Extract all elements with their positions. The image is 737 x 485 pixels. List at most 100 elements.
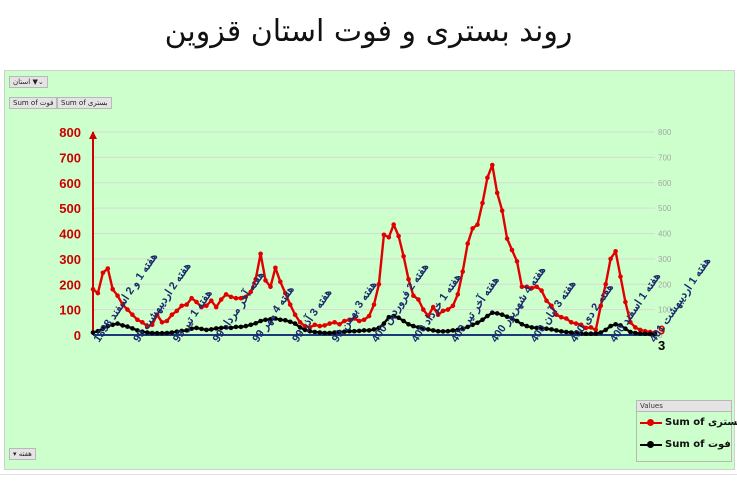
data-point-fowt [100, 326, 106, 331]
data-point-bastari [613, 249, 618, 254]
week-axis-button[interactable]: ▾ هفته [9, 448, 36, 460]
data-point-bastari [499, 208, 505, 213]
data-point-fowt [149, 330, 155, 336]
data-point-fowt [371, 327, 377, 332]
data-point-fowt [539, 325, 544, 331]
data-point-fowt [184, 328, 189, 333]
data-point-fowt [628, 329, 633, 335]
data-point-bastari [159, 320, 165, 325]
legend-label-bastari: Sum of بستری [665, 417, 737, 428]
legend-header: Values [637, 401, 731, 412]
province-filter-button[interactable]: استان ▼⌄ [9, 76, 48, 88]
data-point-fowt [490, 310, 495, 315]
data-point-fowt [642, 331, 648, 337]
y-right-tick-label: 700 [658, 153, 672, 162]
data-point-bastari [425, 313, 431, 319]
y-right-tick-label: 600 [658, 179, 672, 188]
data-point-bastari [100, 270, 106, 276]
data-point-fowt [647, 331, 653, 337]
data-point-fowt [637, 331, 643, 336]
data-point-fowt [110, 322, 115, 328]
data-point-fowt [480, 317, 485, 323]
y-right-tick-label: 500 [658, 204, 672, 213]
data-point-bastari [411, 293, 416, 298]
data-point-bastari [105, 266, 111, 271]
data-point-fowt [243, 323, 249, 329]
data-point-bastari [416, 297, 421, 302]
y-left-axis-arrow [89, 131, 97, 139]
data-point-bastari [445, 307, 451, 312]
legend-marker-bastari [647, 419, 654, 426]
data-point-bastari [598, 303, 604, 309]
data-point-bastari [401, 254, 406, 259]
data-point-fowt [292, 321, 298, 326]
data-point-bastari [243, 294, 249, 300]
data-point-fowt [435, 328, 441, 334]
data-point-bastari [470, 226, 475, 231]
data-point-fowt [115, 321, 120, 326]
data-point-bastari [154, 312, 160, 317]
data-point-bastari [199, 304, 204, 310]
filter-label: استان [13, 78, 31, 86]
data-point-bastari [430, 304, 436, 310]
data-point-fowt [164, 330, 170, 336]
data-point-bastari [194, 299, 199, 305]
data-point-fowt [268, 317, 273, 322]
data-point-bastari [140, 320, 145, 325]
data-point-fowt [238, 324, 244, 330]
data-point-fowt [283, 318, 288, 323]
data-point-fowt [406, 322, 411, 327]
legend-item-bastari[interactable]: Sum of بستری [637, 412, 737, 434]
end-label-bastari: 9 [658, 323, 665, 338]
data-point-bastari [593, 327, 599, 333]
data-point-fowt [509, 316, 515, 321]
data-point-fowt [425, 327, 431, 332]
data-point-fowt [440, 329, 446, 334]
data-point-bastari [268, 284, 273, 290]
sum-bastari-value-button[interactable]: Sum of بستری [57, 97, 112, 109]
data-point-bastari [524, 284, 530, 290]
data-point-bastari [514, 259, 520, 264]
data-point-fowt [534, 325, 539, 331]
legend-item-fowt[interactable]: Sum of فوت [637, 434, 731, 456]
data-point-fowt [455, 327, 461, 333]
data-point-fowt [494, 311, 500, 316]
dropdown-arrow-icon: ▾ [13, 450, 17, 458]
data-point-fowt [544, 326, 549, 331]
data-point-fowt [228, 325, 234, 331]
y-right-tick-label: 100 [658, 306, 672, 315]
data-point-fowt [223, 325, 229, 330]
data-point-bastari [169, 312, 175, 317]
data-point-fowt [499, 312, 505, 317]
sum-fowt-value-button[interactable]: Sum of فوت [9, 97, 58, 109]
data-point-bastari [125, 307, 130, 312]
data-point-bastari [110, 287, 115, 292]
data-point-bastari [352, 316, 357, 321]
y-left-tick-label: 600 [59, 176, 81, 191]
data-point-fowt [603, 327, 608, 333]
data-point-bastari [337, 322, 342, 327]
data-point-fowt [396, 315, 401, 320]
data-point-bastari [544, 298, 549, 303]
data-point-bastari [248, 289, 254, 295]
data-point-bastari [386, 235, 392, 240]
data-point-bastari [465, 241, 471, 246]
data-point-bastari [618, 274, 623, 279]
data-point-bastari [460, 269, 466, 274]
data-point-fowt [213, 326, 219, 331]
data-point-fowt [189, 326, 194, 331]
data-point-bastari [297, 320, 303, 325]
data-point-fowt [578, 331, 584, 336]
data-point-bastari [371, 302, 377, 307]
data-point-fowt [450, 328, 456, 333]
data-point-bastari [406, 276, 411, 282]
data-point-bastari [588, 325, 594, 330]
data-point-fowt [248, 322, 254, 328]
data-point-fowt [529, 325, 535, 330]
data-point-bastari [327, 321, 332, 326]
data-point-fowt [361, 328, 367, 333]
data-point-bastari [421, 307, 426, 312]
data-point-bastari [263, 278, 268, 283]
y-left-tick-label: 500 [59, 201, 81, 216]
data-point-bastari [307, 325, 313, 330]
